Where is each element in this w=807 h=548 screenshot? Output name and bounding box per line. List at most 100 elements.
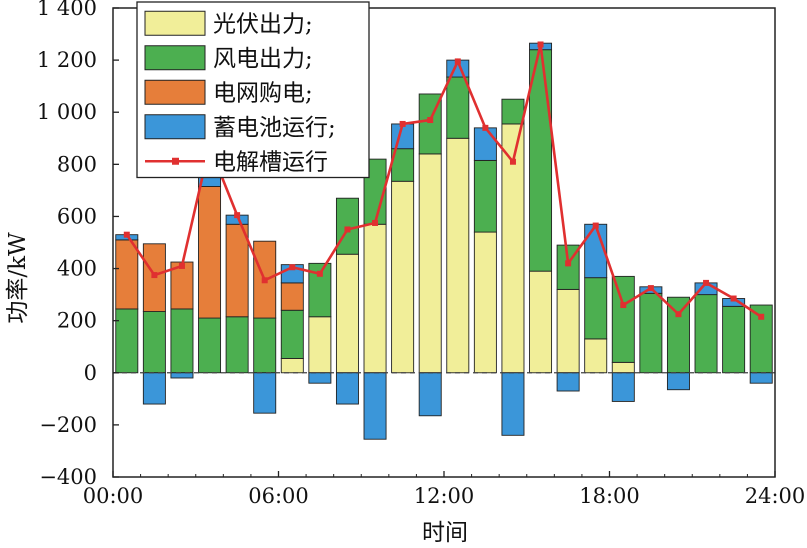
- bar-wind-4: [225, 316, 249, 374]
- legend-label: 电解槽运行: [213, 149, 328, 175]
- legend-swatch-grid: [144, 79, 206, 105]
- y-tick-label: −400: [39, 465, 97, 489]
- legend-label: 光伏出力;: [213, 11, 313, 37]
- bar-wind-17: [584, 277, 608, 340]
- x-tick-label: 12:00: [414, 484, 475, 508]
- electrolyzer-point-10: [399, 120, 406, 127]
- legend-label: 电网购电;: [213, 80, 313, 106]
- electrolyzer-point-22: [730, 295, 737, 302]
- electrolyzer-point-11: [427, 117, 434, 124]
- y-tick-label: 200: [57, 309, 97, 333]
- bar-battery-7: [308, 372, 332, 384]
- bar-wind-7: [308, 262, 332, 318]
- y-tick-label: −200: [39, 413, 97, 437]
- bar-wind-21: [694, 294, 718, 374]
- y-tick-label: 1 400: [37, 0, 97, 20]
- bar-wind-18: [611, 275, 635, 363]
- bar-wind-8: [335, 197, 359, 255]
- bar-battery-1: [142, 372, 166, 405]
- bar-pv-9: [363, 223, 387, 374]
- legend-marker-electrolyzer: [172, 157, 179, 165]
- electrolyzer-point-6: [289, 264, 296, 271]
- bar-wind-19: [639, 292, 663, 374]
- bar-grid-4: [225, 223, 249, 318]
- x-axis-title: 时间: [422, 520, 468, 546]
- legend-swatch-battery: [144, 114, 206, 140]
- bar-pv-8: [335, 253, 359, 374]
- bar-battery-11: [418, 372, 442, 417]
- legend-label: 风电出力;: [213, 46, 313, 72]
- bar-wind-6: [280, 309, 304, 359]
- y-tick-label: 0: [84, 361, 97, 385]
- electrolyzer-point-8: [344, 226, 351, 233]
- bar-battery-23: [749, 372, 773, 384]
- x-tick-label: 06:00: [248, 484, 309, 508]
- bar-battery-5: [253, 372, 277, 414]
- y-tick-label: 1 000: [37, 100, 97, 124]
- electrolyzer-point-12: [454, 58, 461, 65]
- electrolyzer-line: [125, 44, 762, 318]
- bar-pv-15: [529, 270, 553, 374]
- electrolyzer-point-1: [151, 272, 158, 279]
- bar-battery-20: [666, 372, 690, 391]
- x-tick-label: 00:00: [83, 484, 144, 508]
- electrolyzer-point-13: [482, 124, 489, 131]
- electrolyzer-point-17: [592, 222, 599, 229]
- bar-battery-14: [501, 372, 525, 436]
- bar-pv-13: [473, 231, 497, 374]
- electrolyzer-point-0: [123, 231, 130, 238]
- electrolyzer-point-16: [565, 260, 572, 267]
- y-tick-label: 400: [57, 257, 97, 281]
- electrolyzer-point-19: [647, 285, 654, 292]
- electrolyzer-point-4: [234, 212, 241, 219]
- bar-battery-13: [473, 127, 497, 161]
- bar-battery-2: [170, 372, 194, 379]
- bar-grid-3: [198, 186, 222, 319]
- x-tick-label: 24:00: [745, 484, 806, 508]
- bar-battery-18: [611, 372, 635, 402]
- y-axis-title: 功率/kW: [5, 232, 31, 324]
- electrolyzer-point-9: [372, 219, 379, 226]
- legend-label: 蓄电池运行;: [213, 115, 336, 141]
- bar-wind-1: [142, 311, 166, 374]
- bar-pv-10: [391, 180, 415, 374]
- bar-pv-11: [418, 153, 442, 374]
- y-tick-label: 1 200: [37, 48, 97, 72]
- bar-pv-16: [556, 288, 580, 374]
- bars-layer: [115, 42, 773, 440]
- electrolyzer-point-23: [758, 313, 765, 320]
- line-layer: [123, 41, 765, 320]
- axes-layer: −400 −200 0 200 400 600 800 1 000 1 200 1 400 00:0…: [37, 0, 805, 508]
- y-tick-label: 800: [57, 152, 97, 176]
- electrolyzer-point-15: [537, 41, 544, 48]
- bar-wind-14: [501, 98, 525, 125]
- bar-pv-17: [584, 338, 608, 374]
- bar-pv-6: [280, 357, 304, 374]
- bar-wind-13: [473, 159, 497, 233]
- bar-wind-5: [253, 317, 277, 374]
- bar-grid-0: [115, 239, 139, 310]
- bar-wind-12: [446, 76, 470, 139]
- bar-battery-8: [335, 372, 359, 405]
- x-tick-label: 18:00: [579, 484, 640, 508]
- electrolyzer-point-18: [620, 302, 627, 309]
- bar-pv-12: [446, 137, 470, 374]
- electrolyzer-point-2: [178, 262, 185, 269]
- legend: 光伏出力; 风电出力; 电网购电; 蓄电池运行; 电解槽运行: [136, 1, 370, 179]
- bar-wind-22: [722, 305, 746, 374]
- y-tick-label: 600: [57, 204, 97, 228]
- bar-wind-3: [198, 317, 222, 374]
- legend-swatch-wind: [144, 45, 206, 71]
- bar-wind-2: [170, 308, 194, 374]
- electrolyzer-point-20: [675, 311, 682, 318]
- bar-battery-16: [556, 372, 580, 392]
- electrolyzer-point-21: [703, 279, 710, 286]
- bar-battery-9: [363, 372, 387, 440]
- electrolyzer-point-5: [261, 277, 268, 284]
- bar-pv-18: [611, 361, 635, 374]
- bar-grid-6: [280, 282, 304, 311]
- legend-swatch-pv: [144, 10, 206, 36]
- bar-wind-0: [115, 308, 139, 374]
